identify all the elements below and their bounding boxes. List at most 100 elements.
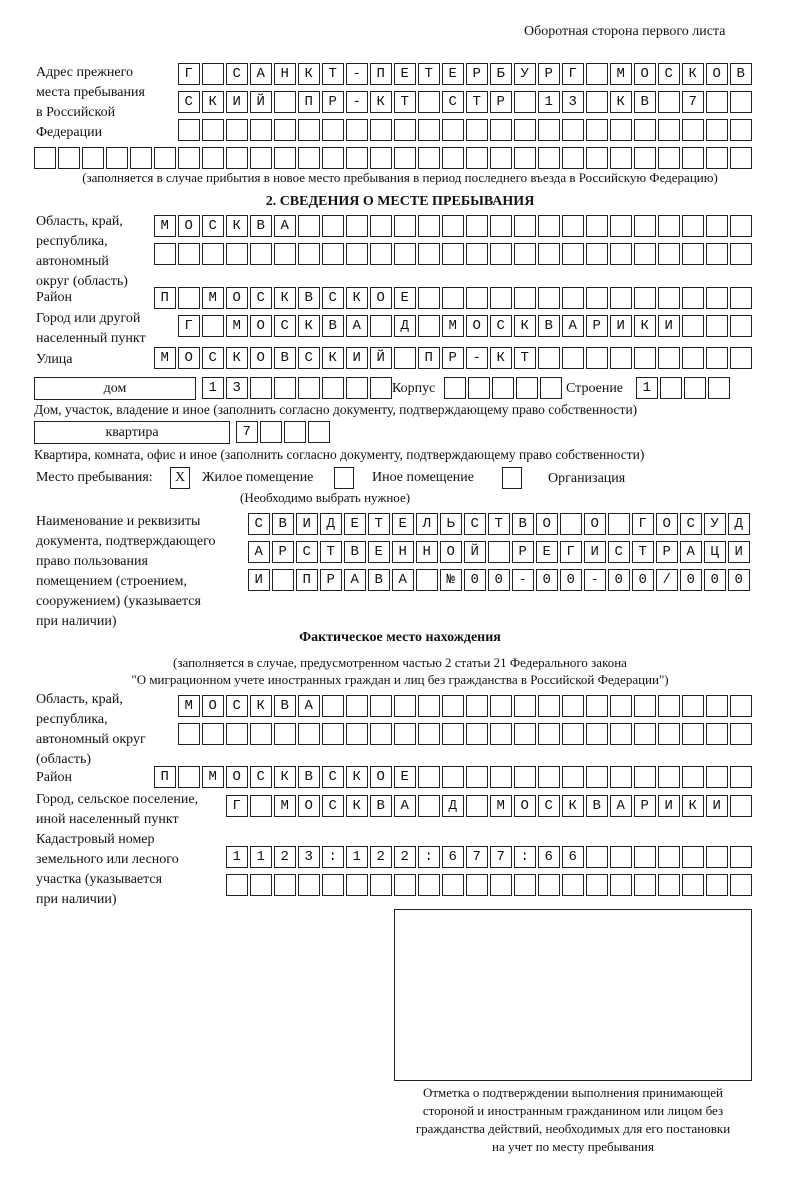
char-box[interactable] [226, 63, 248, 85]
char-box[interactable] [682, 243, 704, 265]
char-box[interactable] [586, 846, 608, 868]
char-box[interactable] [512, 569, 534, 591]
char-box[interactable] [464, 513, 486, 535]
char-box[interactable] [416, 569, 438, 591]
char-box[interactable] [370, 347, 392, 369]
city-row[interactable]: Г МОСКВА Д МОСКВАРИКИ [178, 315, 754, 339]
char-box[interactable] [394, 723, 416, 745]
char-box[interactable] [466, 723, 488, 745]
char-box[interactable] [370, 243, 392, 265]
char-box[interactable] [394, 119, 416, 141]
char-box[interactable] [562, 119, 584, 141]
char-box[interactable] [706, 874, 728, 896]
char-box[interactable] [658, 846, 680, 868]
char-box[interactable] [466, 766, 488, 788]
char-box[interactable] [178, 287, 200, 309]
char-box[interactable] [202, 347, 224, 369]
char-box[interactable] [490, 695, 512, 717]
char-box[interactable] [610, 695, 632, 717]
char-box[interactable] [706, 723, 728, 745]
char-box[interactable] [178, 347, 200, 369]
char-box[interactable] [658, 723, 680, 745]
char-box[interactable] [442, 795, 464, 817]
char-box[interactable] [250, 63, 272, 85]
char-box[interactable] [708, 377, 730, 399]
char-box[interactable] [466, 846, 488, 868]
building-row[interactable]: 1 [636, 377, 732, 401]
char-box[interactable] [418, 766, 440, 788]
char-box[interactable] [322, 766, 344, 788]
char-box[interactable] [464, 541, 486, 563]
char-box[interactable] [178, 91, 200, 113]
char-box[interactable] [272, 569, 294, 591]
char-box[interactable] [562, 695, 584, 717]
char-box[interactable] [418, 243, 440, 265]
char-box[interactable] [610, 215, 632, 237]
char-box[interactable] [610, 795, 632, 817]
apartment-type-field[interactable]: квартира [34, 421, 230, 444]
char-box[interactable] [562, 766, 584, 788]
char-box[interactable] [514, 723, 536, 745]
char-box[interactable] [346, 723, 368, 745]
char-box[interactable] [322, 287, 344, 309]
char-box[interactable] [394, 795, 416, 817]
char-box[interactable] [416, 541, 438, 563]
char-box[interactable] [730, 91, 752, 113]
char-box[interactable] [586, 795, 608, 817]
char-box[interactable] [322, 695, 344, 717]
char-box[interactable] [298, 723, 320, 745]
char-box[interactable] [514, 874, 536, 896]
char-box[interactable] [202, 315, 224, 337]
char-box[interactable] [322, 723, 344, 745]
actual-city-row[interactable]: Г МОСКВА Д МОСКВАРИКИ [226, 795, 754, 819]
char-box[interactable] [248, 569, 270, 591]
char-box[interactable] [370, 377, 392, 399]
char-box[interactable] [394, 215, 416, 237]
previous-address-row-4[interactable] [34, 147, 754, 171]
char-box[interactable] [488, 513, 510, 535]
char-box[interactable] [274, 287, 296, 309]
char-box[interactable] [514, 243, 536, 265]
char-box[interactable] [394, 63, 416, 85]
char-box[interactable] [250, 347, 272, 369]
char-box[interactable] [274, 315, 296, 337]
document-row-3[interactable]: И ПРАВА №00-00-00/000 [248, 569, 752, 593]
char-box[interactable] [608, 513, 630, 535]
char-box[interactable] [490, 287, 512, 309]
char-box[interactable] [658, 347, 680, 369]
char-box[interactable] [322, 874, 344, 896]
char-box[interactable] [106, 147, 128, 169]
char-box[interactable] [634, 347, 656, 369]
char-box[interactable] [368, 513, 390, 535]
char-box[interactable] [296, 513, 318, 535]
previous-address-row-3[interactable] [178, 119, 754, 143]
char-box[interactable] [682, 695, 704, 717]
previous-address-row-2[interactable]: СКИЙ ПР-КТ СТР 13 КВ 7 [178, 91, 754, 115]
char-box[interactable] [346, 846, 368, 868]
char-box[interactable] [418, 347, 440, 369]
char-box[interactable] [684, 377, 706, 399]
char-box[interactable] [610, 119, 632, 141]
char-box[interactable] [562, 243, 584, 265]
char-box[interactable] [394, 147, 416, 169]
char-box[interactable] [538, 243, 560, 265]
char-box[interactable] [682, 315, 704, 337]
char-box[interactable] [562, 63, 584, 85]
char-box[interactable] [418, 63, 440, 85]
char-box[interactable] [250, 795, 272, 817]
char-box[interactable] [466, 795, 488, 817]
char-box[interactable] [514, 91, 536, 113]
char-box[interactable] [82, 147, 104, 169]
char-box[interactable] [274, 91, 296, 113]
char-box[interactable] [370, 723, 392, 745]
char-box[interactable] [248, 513, 270, 535]
char-box[interactable] [730, 315, 752, 337]
char-box[interactable] [298, 315, 320, 337]
char-box[interactable] [538, 119, 560, 141]
char-box[interactable] [634, 63, 656, 85]
char-box[interactable] [442, 287, 464, 309]
char-box[interactable] [272, 541, 294, 563]
char-box[interactable] [274, 795, 296, 817]
char-box[interactable] [514, 846, 536, 868]
char-box[interactable] [682, 846, 704, 868]
